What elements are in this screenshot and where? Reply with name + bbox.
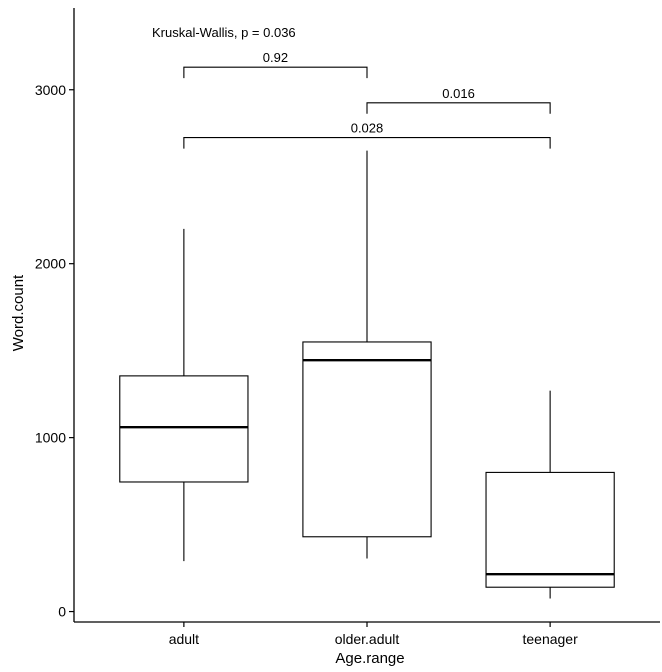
y-tick-label: 3000: [35, 82, 66, 98]
global-test-label: Kruskal-Wallis, p = 0.036: [152, 25, 296, 40]
bracket-line: [366, 102, 551, 114]
p-value-label: 0.92: [263, 50, 288, 65]
box-older-adult: [302, 150, 432, 559]
box-iqr: [485, 471, 615, 588]
x-ticks: adult older.adult teenager: [169, 622, 578, 647]
comparison-bracket: 0.016: [366, 86, 551, 114]
y-axis-title: Word.count: [10, 274, 27, 351]
box-teenager: [485, 390, 615, 599]
bracket-line: [183, 137, 551, 149]
comparison-bracket: 0.028: [183, 121, 551, 149]
x-tick-label: older.adult: [335, 631, 400, 647]
x-tick-label: adult: [169, 631, 199, 647]
x-tick-label: teenager: [522, 631, 578, 647]
y-tick-label: 1000: [35, 430, 66, 446]
p-value-label: 0.016: [442, 86, 475, 101]
p-value-label: 0.028: [351, 121, 384, 136]
box-iqr: [302, 341, 432, 538]
y-tick-label: 0: [58, 604, 66, 620]
bracket-line: [183, 66, 368, 79]
comparison-bracket: 0.92: [183, 50, 368, 79]
boxes-layer: [119, 150, 615, 599]
box-iqr: [119, 375, 249, 483]
box-adult: [119, 228, 249, 562]
comparison-brackets: 0.92 0.016 0.028: [183, 50, 551, 149]
y-ticks: 0 1000 2000 3000: [35, 82, 74, 620]
y-tick-label: 2000: [35, 256, 66, 272]
x-axis-title: Age.range: [335, 650, 404, 667]
